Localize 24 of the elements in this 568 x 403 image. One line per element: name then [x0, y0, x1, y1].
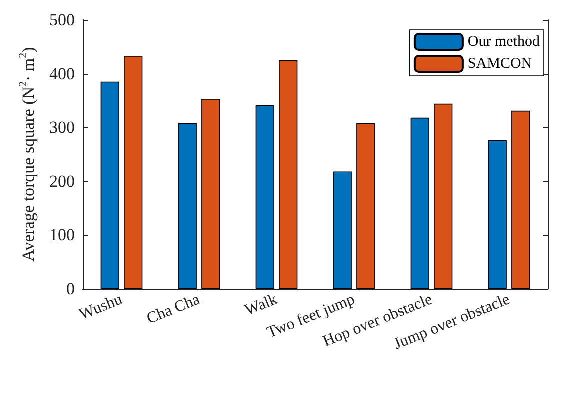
- bar: [279, 60, 298, 289]
- x-tick-label: Wushu: [77, 291, 125, 324]
- bar: [434, 104, 453, 289]
- legend-label: SAMCON: [468, 56, 532, 72]
- x-tick-label: Walk: [242, 291, 280, 320]
- bar: [256, 106, 274, 289]
- bar: [333, 172, 352, 289]
- y-tick-label: 500: [50, 10, 75, 30]
- y-tick-label: 100: [50, 226, 75, 245]
- bar: [178, 123, 197, 289]
- y-tick-label: 0: [66, 280, 75, 298]
- legend-label: Our method: [468, 34, 540, 50]
- bar: [202, 99, 220, 289]
- bar: [512, 110, 530, 289]
- y-tick-label: 300: [50, 118, 75, 138]
- bar: [410, 118, 430, 289]
- y-tick-label: 200: [50, 172, 75, 191]
- bar: [356, 123, 376, 289]
- bar: [124, 56, 143, 289]
- bar: [488, 140, 507, 289]
- x-tick-label: Cha Cha: [144, 291, 202, 328]
- bar: [100, 82, 120, 289]
- y-tick-label: 400: [50, 64, 75, 84]
- y-axis-title: Average torque square (N2· m2): [18, 47, 38, 262]
